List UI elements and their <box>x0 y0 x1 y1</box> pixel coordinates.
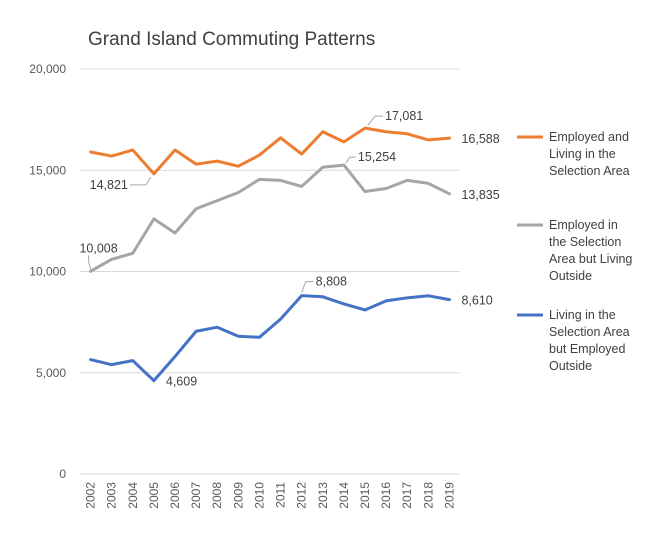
y-tick-label: 20,000 <box>29 62 66 76</box>
x-tick-label: 2006 <box>168 482 182 509</box>
x-tick-label: 2016 <box>379 482 393 509</box>
label-leader <box>301 281 314 293</box>
data-label-series-1: 14,821 <box>90 178 128 192</box>
x-tick-label: 2018 <box>421 482 435 509</box>
x-tick-label: 2009 <box>231 482 245 509</box>
legend-label-line: Employed in <box>549 218 618 232</box>
label-leader <box>129 176 152 186</box>
legend-item-1: Employed and Living in the Selection Area <box>517 130 630 178</box>
data-label-series-2: 13,835 <box>461 188 499 202</box>
x-tick-label: 2013 <box>316 482 330 509</box>
x-tick-label: 2004 <box>126 482 140 509</box>
legend-label-line: Selection Area <box>549 325 630 339</box>
legend-item-2: Employed in the Selection Area but Living O… <box>517 218 632 283</box>
x-tick-label: 2014 <box>337 482 351 509</box>
series-line-2 <box>89 163 451 273</box>
series-line-1 <box>89 126 451 176</box>
y-tick-label: 10,000 <box>29 265 66 279</box>
legend-label-line: Outside <box>549 359 592 373</box>
label-leader <box>88 255 92 270</box>
x-tick-label: 2005 <box>147 482 161 509</box>
series-group <box>89 126 451 383</box>
legend-label-line: Outside <box>549 269 592 283</box>
data-label-series-1: 16,588 <box>461 132 499 146</box>
y-axis-ticks: 0 5,000 10,000 15,000 20,000 <box>29 62 66 481</box>
x-axis-ticks: 2002 2003 2004 2005 2006 2007 2008 2009 2010 2011… <box>84 482 457 509</box>
legend-label-line: Selection Area <box>549 164 630 178</box>
x-tick-label: 2019 <box>442 482 456 509</box>
label-leader <box>367 115 383 126</box>
chart-title: Grand Island Commuting Patterns <box>88 29 375 50</box>
legend-label-line: the Selection <box>549 235 621 249</box>
data-labels: 14,821 17,081 16,588 10,008 15,254 13,835 4,60… <box>79 109 499 389</box>
x-tick-label: 2008 <box>210 482 224 509</box>
legend-item-3: Living in the Selection Area but Employed O… <box>517 308 630 373</box>
y-tick-label: 0 <box>59 467 66 481</box>
data-label-series-3: 8,610 <box>461 294 492 308</box>
x-tick-label: 2010 <box>252 482 266 509</box>
legend-label-line: Area but Living <box>549 252 632 266</box>
x-tick-label: 2003 <box>105 482 119 509</box>
legend-label-line: Living in the <box>549 147 616 161</box>
y-tick-label: 15,000 <box>29 163 66 177</box>
gridlines <box>80 68 460 475</box>
data-label-series-3: 4,609 <box>166 375 197 389</box>
x-tick-label: 2011 <box>274 482 288 508</box>
x-tick-label: 2015 <box>358 482 372 509</box>
data-label-series-2: 10,008 <box>79 241 117 255</box>
data-label-series-2: 15,254 <box>358 150 396 164</box>
y-tick-label: 5,000 <box>36 366 66 380</box>
legend-label-line: but Employed <box>549 342 625 356</box>
x-tick-label: 2012 <box>295 482 309 509</box>
label-leader <box>345 156 356 164</box>
x-tick-label: 2002 <box>84 482 98 509</box>
series-line-3 <box>89 294 451 383</box>
x-tick-label: 2017 <box>400 482 414 509</box>
legend-label-line: Employed and <box>549 130 629 144</box>
data-label-series-1: 17,081 <box>385 109 423 123</box>
data-label-series-3: 8,808 <box>316 275 347 289</box>
x-tick-label: 2007 <box>189 482 203 509</box>
legend-label-line: Living in the <box>549 308 616 322</box>
